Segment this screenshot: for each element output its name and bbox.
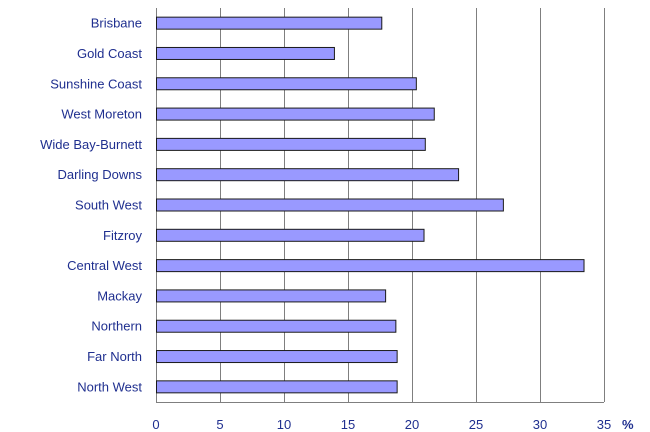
category-label: Far North [87, 349, 142, 364]
x-unit-label: % [622, 417, 634, 432]
bar-11 [156, 350, 398, 364]
bar-2 [156, 77, 417, 91]
category-label: South West [75, 198, 142, 213]
bar-10 [156, 319, 397, 333]
bar-7 [156, 228, 425, 242]
bar-4 [156, 137, 426, 151]
bar-5 [156, 168, 460, 182]
bar-6 [156, 198, 504, 212]
category-label: North West [77, 379, 142, 394]
category-label: Fitzroy [103, 228, 143, 243]
x-tick-label: 30 [533, 417, 547, 432]
x-tick-label: 25 [469, 417, 483, 432]
x-tick-label: 35 [597, 417, 611, 432]
category-label: Central West [67, 258, 142, 273]
category-label: Wide Bay-Burnett [40, 137, 142, 152]
category-label: Gold Coast [77, 46, 142, 61]
x-tick-labels: 0 5 10 15 20 25 30 35 [152, 417, 611, 432]
category-label: West Moreton [61, 107, 142, 122]
bar-3 [156, 107, 435, 121]
category-labels: Brisbane Gold Coast Sunshine Coast West Mor… [40, 16, 142, 395]
bars [156, 16, 585, 394]
x-tick-label: 15 [341, 417, 355, 432]
category-label: Mackay [97, 288, 142, 303]
bar-1 [156, 46, 335, 60]
category-label: Northern [91, 319, 142, 334]
bar-0 [156, 16, 383, 30]
category-label: Brisbane [91, 16, 142, 31]
x-tick-label: 0 [152, 417, 159, 432]
category-label: Darling Downs [57, 167, 142, 182]
category-label: Sunshine Coast [50, 76, 142, 91]
x-tick-label: 10 [277, 417, 291, 432]
bar-9 [156, 289, 387, 303]
bar-8 [156, 259, 585, 273]
x-tick-label: 20 [405, 417, 419, 432]
bar-12 [156, 380, 398, 394]
x-tick-label: 5 [216, 417, 223, 432]
